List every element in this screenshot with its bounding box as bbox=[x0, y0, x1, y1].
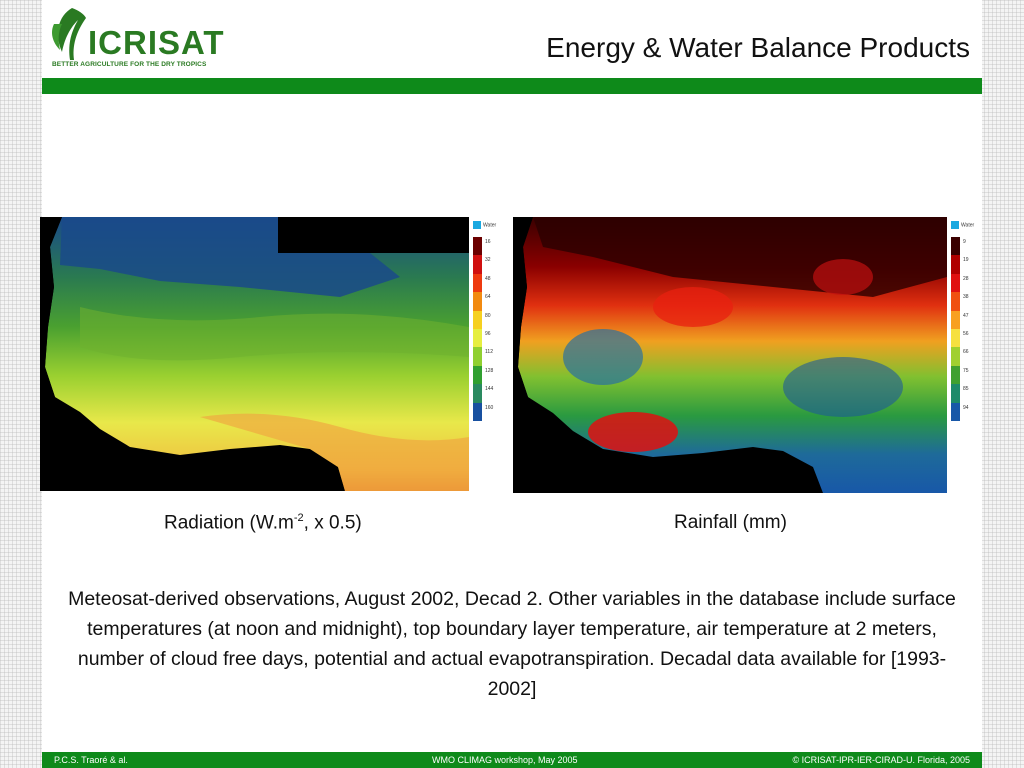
legend-tick-label: 66 bbox=[963, 349, 969, 356]
legend-swatch bbox=[951, 273, 960, 293]
rainfall-caption: Rainfall (mm) bbox=[674, 512, 787, 533]
legend-tick-label: 144 bbox=[485, 386, 494, 393]
legend-tick-label: 128 bbox=[485, 367, 494, 374]
footer-copyright: © ICRISAT-IPR-IER-CIRAD-U. Florida, 2005 bbox=[792, 755, 971, 765]
legend-tick-label: 80 bbox=[485, 312, 491, 319]
legend-tick-label: 112 bbox=[485, 349, 493, 356]
radiation-color-legend: Water 16 32 48 64 80 96 112 128 144 160 bbox=[470, 217, 500, 427]
legend-tick-label: 38 bbox=[963, 294, 969, 301]
legend-tick-label: 47 bbox=[963, 312, 969, 319]
legend-swatch bbox=[473, 237, 482, 256]
rainfall-map-image bbox=[513, 217, 947, 493]
logo-text: ICRISAT bbox=[88, 24, 225, 61]
legend-swatch bbox=[951, 237, 960, 256]
radiation-caption-pre: Radiation (W.m bbox=[164, 512, 294, 534]
legend-tick-label: 94 bbox=[963, 404, 969, 411]
radiation-map-image bbox=[40, 217, 469, 491]
legend-tick-label: 32 bbox=[485, 257, 491, 264]
slide-title: Energy & Water Balance Products bbox=[546, 32, 970, 63]
legend-swatch bbox=[951, 292, 960, 311]
legend-tick-label: 75 bbox=[963, 367, 969, 374]
legend-swatch bbox=[951, 328, 960, 348]
legend-tick-label: 9 bbox=[963, 239, 966, 245]
legend-water-swatch bbox=[951, 221, 959, 229]
description-text: Meteosat-derived observations, August 20… bbox=[68, 588, 956, 700]
header-bar bbox=[42, 78, 982, 94]
legend-color-bar bbox=[951, 237, 960, 421]
logo-tagline: BETTER AGRICULTURE FOR THE DRY TROPICS bbox=[52, 61, 207, 68]
legend-tick-label: 64 bbox=[485, 294, 491, 301]
legend-swatch bbox=[951, 402, 960, 421]
legend-water-label: Water bbox=[483, 222, 497, 229]
legend-swatch bbox=[951, 365, 960, 385]
legend-swatch bbox=[473, 384, 482, 403]
radiation-map bbox=[40, 217, 469, 491]
radiation-caption-post: , x 0.5) bbox=[303, 512, 362, 534]
legend-swatch bbox=[473, 310, 482, 329]
legend-tick-label: 96 bbox=[485, 331, 491, 337]
footer-bar: P.C.S. Traoré & al. WMO CLIMAG workshop,… bbox=[42, 752, 982, 768]
legend-water-label: Water bbox=[961, 222, 975, 229]
legend-swatch bbox=[473, 292, 482, 311]
legend-tick-label: 56 bbox=[963, 331, 969, 337]
radiation-caption-sup: -2 bbox=[293, 512, 304, 524]
legend-swatch bbox=[951, 384, 960, 403]
footer-event: WMO CLIMAG workshop, May 2005 bbox=[432, 755, 578, 765]
legend-swatch bbox=[951, 255, 960, 274]
legend-swatch bbox=[473, 402, 482, 421]
rainfall-map bbox=[513, 217, 947, 493]
legend-swatch bbox=[951, 310, 960, 329]
legend-tick-label: 48 bbox=[485, 275, 491, 282]
legend-swatch bbox=[951, 347, 960, 366]
legend-tick-label: 160 bbox=[485, 404, 494, 411]
legend-water-entry: Water bbox=[951, 221, 974, 231]
legend-water-entry: Water bbox=[473, 221, 496, 231]
legend-tick-label: 28 bbox=[963, 275, 969, 282]
legend-swatch bbox=[473, 255, 482, 274]
legend-tick-label: 16 bbox=[485, 239, 491, 245]
legend-water-swatch bbox=[473, 221, 481, 229]
legend-color-bar bbox=[473, 237, 482, 421]
legend-swatch bbox=[473, 365, 482, 385]
legend-tick-label: 85 bbox=[963, 386, 969, 393]
legend-tick-label: 19 bbox=[963, 257, 969, 264]
legend-swatch bbox=[473, 347, 482, 366]
legend-swatch bbox=[473, 328, 482, 348]
leaf-icon bbox=[52, 8, 86, 60]
footer-author: P.C.S. Traoré & al. bbox=[54, 755, 128, 765]
radiation-caption: Radiation (W.m-2, x 0.5) bbox=[164, 512, 362, 534]
icrisat-logo bbox=[48, 6, 248, 70]
legend-swatch bbox=[473, 273, 482, 293]
rainfall-color-legend: Water 9 19 28 38 47 56 66 75 85 94 bbox=[948, 217, 978, 427]
